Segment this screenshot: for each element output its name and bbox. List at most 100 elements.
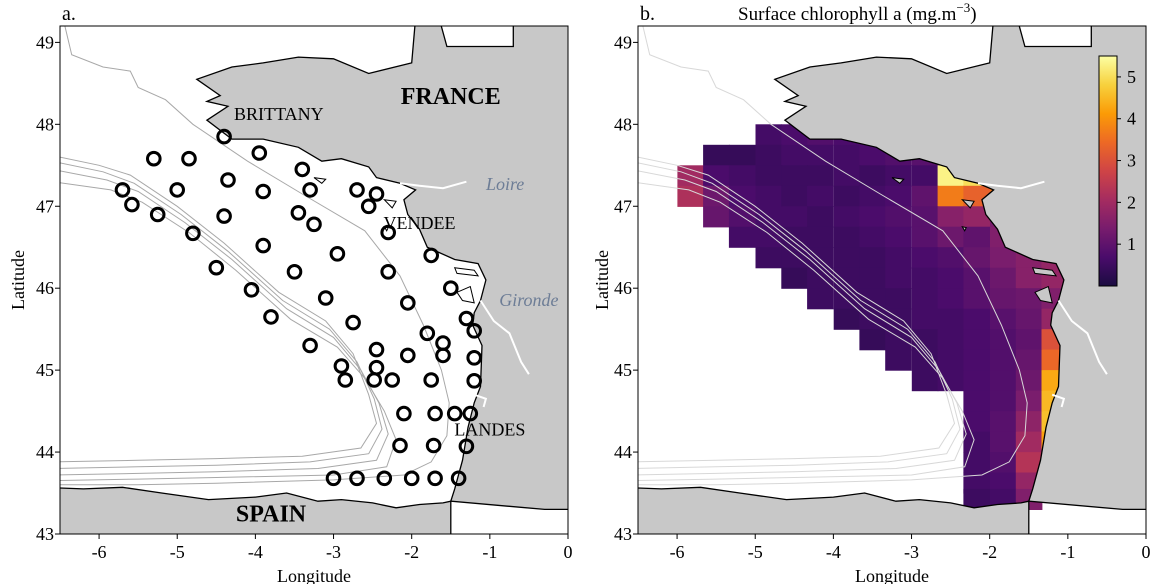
panel-b-map [638,26,1146,534]
heatmap-cell [1015,308,1043,330]
island [960,199,975,209]
heatmap-cell [807,226,834,248]
colorbar-tick-label: 2 [1127,192,1136,212]
heatmap-cell [911,267,939,289]
heatmap-cell [859,165,886,187]
estuary [1057,299,1108,375]
station-marker [243,282,260,298]
station-marker [458,438,475,455]
x-tick-label: -1 [482,542,497,562]
heatmap-cell [990,288,1017,310]
colorbar-tick-label: 4 [1127,109,1136,129]
heatmap-cell [833,144,861,166]
place-label-brittany: BRITTANY [234,104,324,124]
station-marker [380,264,397,280]
station-marker [446,405,463,422]
heatmap-cell [1015,431,1043,453]
station-marker [450,470,467,487]
station-marker [169,182,185,198]
heatmap-cell [885,267,912,289]
heatmap-cell [833,247,861,269]
x-tick-label: -3 [326,542,341,562]
estuary [479,299,530,375]
isobath-line [60,170,389,476]
station-marker [427,470,443,487]
heatmap-cell [781,247,808,269]
heatmap-cell [963,247,990,269]
heatmap-cell [885,206,912,228]
heatmap-cell [963,452,990,474]
heatmap-cell [807,165,834,187]
y-tick-label: 43 [36,524,54,544]
station-marker [435,347,451,364]
station-marker [423,247,440,264]
heatmap-cell [990,390,1017,412]
x-tick-label: 0 [564,542,573,562]
heatmap-cell [990,370,1017,392]
heatmap-cell [807,247,834,269]
panel-b-label: b. [640,3,655,25]
y-tick-label: 43 [614,524,632,544]
heatmap-cell [911,308,939,330]
y-tick-label: 44 [614,442,632,462]
heatmap-cell [990,308,1017,330]
panel-b-xlabel: Longitude [855,566,929,584]
station-marker [290,205,307,221]
station-marker [368,341,385,358]
station-marker [317,290,334,306]
heatmap-cell [963,308,990,330]
spain-landmass [60,486,452,534]
heatmap-cell [990,431,1017,453]
station-marker [302,182,318,198]
heatmap-cell [937,288,965,310]
station-marker [380,224,397,241]
island [453,267,480,277]
station-marker [220,172,236,188]
heatmap-cell [885,247,912,269]
heatmap-cell [885,185,912,207]
heatmap-cell [1015,452,1043,474]
heatmap-cell [755,185,783,207]
heatmap-cell [1015,390,1043,412]
panel-b: b. Surface chlorophyll a (mg.m−3) -6 -5 -4… [592,0,1151,584]
isobath-line [60,182,397,482]
station-marker [185,225,201,242]
estuary [473,393,488,408]
station-marker [146,150,162,167]
station-marker [286,264,303,280]
island [891,177,905,184]
heatmap-cell [963,411,990,433]
colorbar-tick-label: 5 [1127,67,1136,87]
france-landmass [195,26,568,511]
station-marker [124,196,140,213]
heatmap-cell [755,124,783,146]
heatmap-cell [963,288,990,310]
heatmap-cell [885,349,912,371]
heatmap-cell [728,144,756,166]
station-marker [251,145,268,161]
heatmap-cell [990,267,1017,289]
isobath-line [638,170,967,476]
heatmap-cell [833,308,861,330]
heatmap-cell [990,411,1017,433]
station-marker [466,373,483,389]
y-tick-label: 49 [36,32,54,52]
heatmap-cell [728,165,756,187]
france-landmass [773,26,1146,511]
heatmap-cell [911,206,939,228]
heatmap-cell [911,288,939,310]
station-marker [329,246,346,262]
heatmap-cell [937,247,965,269]
heatmap-cell [911,185,939,207]
station-marker [384,372,401,388]
heatmap-cell [963,390,990,412]
x-tick-label: -6 [670,542,685,562]
y-tick-label: 45 [36,360,54,380]
isobath-line [60,156,378,463]
x-tick-label: -6 [92,542,107,562]
x-tick-label: -5 [748,542,763,562]
heatmap-cell [885,329,912,351]
y-tick-label: 45 [614,360,632,380]
